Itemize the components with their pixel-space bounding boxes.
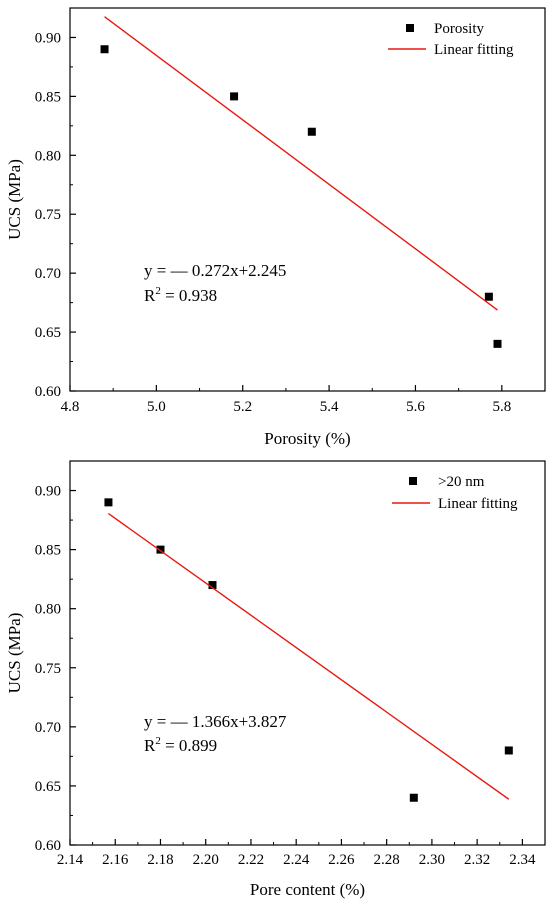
chart-2-legend-marker bbox=[409, 477, 417, 485]
chart-1-data-point bbox=[230, 92, 239, 101]
chart-1-legend-label: Porosity bbox=[434, 21, 485, 37]
chart-2-data-point bbox=[208, 581, 217, 590]
chart-2-data-point bbox=[156, 545, 165, 554]
chart-2-data-point bbox=[409, 793, 418, 802]
chart-1-x-tick-label: 5.6 bbox=[406, 399, 425, 415]
chart-2-x-tick-label: 2.18 bbox=[147, 852, 173, 868]
chart-2-plot-frame bbox=[69, 460, 546, 846]
chart-1-fit-line bbox=[104, 16, 498, 311]
chart-2-y-tick-label: 0.75 bbox=[35, 661, 61, 677]
chart-2-x-tick-label: 2.30 bbox=[419, 852, 445, 868]
chart-1-plot-frame bbox=[69, 7, 546, 392]
chart-2-data-point bbox=[504, 746, 513, 755]
chart-1-legend-label: Linear fitting bbox=[434, 42, 514, 58]
chart-1-y-tick-label: 0.75 bbox=[35, 207, 61, 223]
chart-1-x-tick-label: 5.2 bbox=[233, 399, 252, 415]
chart-1-y-axis-title: UCS (MPa) bbox=[5, 159, 24, 240]
chart-2-x-tick-label: 2.24 bbox=[283, 852, 310, 868]
chart-2-r-squared: R2 = 0.899 bbox=[144, 735, 217, 755]
chart-1: 4.8 5.0 5.2 5.4 5.6 5.8 0.60 0.65 0.70 0.75 0.80 0.… bbox=[5, 7, 546, 448]
chart-1-data-point bbox=[493, 339, 502, 348]
chart-1-r-squared: R2 = 0.938 bbox=[144, 285, 217, 305]
chart-1-x-tick-label: 4.8 bbox=[61, 399, 80, 415]
chart-2-y-tick-label: 0.60 bbox=[35, 838, 61, 854]
chart-2-fit-equation: y = — 1.366x+3.827 bbox=[144, 712, 287, 731]
chart-1-x-tick-label: 5.8 bbox=[492, 399, 511, 415]
chart-2-y-tick-label: 0.90 bbox=[35, 484, 61, 500]
chart-2-x-tick-label: 2.22 bbox=[238, 852, 264, 868]
chart-1-y-tick-label: 0.65 bbox=[35, 325, 61, 341]
chart-1-x-tick-label: 5.0 bbox=[147, 399, 166, 415]
chart-2-x-tick-label: 2.26 bbox=[328, 852, 355, 868]
chart-2-y-axis-title: UCS (MPa) bbox=[5, 613, 24, 694]
chart-2-x-axis-title: Pore content (%) bbox=[250, 880, 365, 899]
chart-2-data-point bbox=[104, 498, 113, 507]
chart-1-data-point bbox=[100, 45, 109, 54]
chart-1-y-tick-label: 0.80 bbox=[35, 148, 61, 164]
chart-2: 2.14 2.16 2.18 2.20 2.22 2.24 2.26 2.28 2.30 2.32… bbox=[5, 460, 546, 899]
chart-1-x-tick-label: 5.4 bbox=[320, 399, 339, 415]
chart-2-legend-label: >20 nm bbox=[438, 474, 485, 490]
chart-1-data-point bbox=[484, 292, 493, 301]
chart-2-y-tick-label: 0.65 bbox=[35, 779, 61, 795]
chart-2-y-tick-label: 0.70 bbox=[35, 720, 61, 736]
chart-1-legend-marker bbox=[406, 24, 414, 32]
chart-2-y-tick-label: 0.80 bbox=[35, 602, 61, 618]
chart-1-y-tick-label: 0.90 bbox=[35, 30, 61, 46]
chart-1-data-point bbox=[307, 127, 316, 136]
chart-1-y-tick-label: 0.70 bbox=[35, 266, 61, 282]
chart-1-x-axis-title: Porosity (%) bbox=[264, 429, 350, 448]
chart-2-x-tick-label: 2.34 bbox=[509, 852, 536, 868]
chart-2-x-tick-label: 2.14 bbox=[57, 852, 84, 868]
chart-1-fit-equation: y = — 0.272x+2.245 bbox=[144, 261, 286, 280]
chart-1-y-tick-label: 0.60 bbox=[35, 384, 61, 400]
chart-2-y-tick-label: 0.85 bbox=[35, 543, 61, 559]
chart-2-x-tick-label: 2.28 bbox=[374, 852, 400, 868]
chart-2-x-tick-label: 2.20 bbox=[193, 852, 219, 868]
chart-2-x-tick-label: 2.16 bbox=[102, 852, 129, 868]
chart-2-legend-label: Linear fitting bbox=[438, 496, 518, 512]
chart-1-y-tick-label: 0.85 bbox=[35, 89, 61, 105]
chart-2-fit-line bbox=[108, 513, 510, 800]
chart-2-x-tick-label: 2.32 bbox=[464, 852, 490, 868]
